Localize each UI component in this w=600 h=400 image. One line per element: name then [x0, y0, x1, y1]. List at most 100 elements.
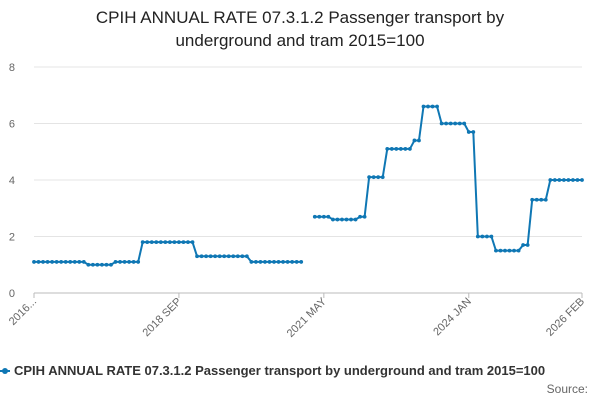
- data-point[interactable]: [249, 260, 254, 264]
- data-point[interactable]: [54, 260, 59, 264]
- data-point[interactable]: [276, 260, 281, 264]
- data-point[interactable]: [466, 130, 471, 134]
- data-point[interactable]: [104, 262, 109, 267]
- data-point[interactable]: [321, 214, 326, 219]
- data-point[interactable]: [353, 217, 358, 222]
- data-point[interactable]: [140, 240, 145, 245]
- data-point[interactable]: [521, 243, 526, 247]
- data-point[interactable]: [444, 121, 449, 126]
- data-point[interactable]: [362, 214, 367, 219]
- data-point[interactable]: [235, 254, 240, 259]
- data-point[interactable]: [475, 234, 480, 239]
- data-point[interactable]: [290, 260, 295, 264]
- data-point[interactable]: [566, 178, 571, 182]
- data-point[interactable]: [439, 121, 444, 126]
- data-point[interactable]: [389, 147, 394, 151]
- data-point[interactable]: [122, 260, 127, 264]
- data-point[interactable]: [86, 262, 91, 267]
- data-point[interactable]: [462, 121, 467, 126]
- data-point[interactable]: [331, 217, 335, 222]
- data-point[interactable]: [403, 147, 408, 151]
- data-point[interactable]: [299, 260, 304, 264]
- data-point[interactable]: [340, 217, 344, 222]
- data-point[interactable]: [349, 217, 353, 222]
- data-point[interactable]: [575, 178, 580, 182]
- data-point[interactable]: [294, 260, 299, 264]
- data-point[interactable]: [371, 175, 376, 180]
- data-point[interactable]: [571, 178, 575, 182]
- data-point[interactable]: [68, 260, 73, 264]
- data-point[interactable]: [36, 260, 41, 264]
- data-point[interactable]: [530, 197, 535, 202]
- data-point[interactable]: [181, 240, 186, 245]
- data-point[interactable]: [45, 260, 50, 264]
- data-point[interactable]: [507, 248, 512, 253]
- data-point[interactable]: [149, 240, 154, 245]
- data-point[interactable]: [72, 260, 77, 264]
- data-point[interactable]: [163, 240, 168, 245]
- data-point[interactable]: [154, 240, 159, 245]
- data-point[interactable]: [484, 234, 489, 239]
- data-point[interactable]: [398, 147, 403, 151]
- data-point[interactable]: [580, 178, 584, 182]
- data-point[interactable]: [512, 248, 516, 253]
- data-point[interactable]: [50, 260, 55, 264]
- data-point[interactable]: [421, 104, 426, 109]
- data-point[interactable]: [471, 130, 476, 134]
- data-point[interactable]: [186, 240, 190, 245]
- data-point[interactable]: [489, 234, 494, 239]
- data-point[interactable]: [113, 260, 118, 264]
- data-point[interactable]: [561, 178, 566, 182]
- data-point[interactable]: [254, 260, 258, 264]
- data-point[interactable]: [552, 178, 557, 182]
- data-point[interactable]: [543, 197, 548, 202]
- data-point[interactable]: [244, 254, 249, 259]
- data-point[interactable]: [95, 262, 100, 267]
- data-point[interactable]: [258, 260, 263, 264]
- data-point[interactable]: [367, 175, 372, 180]
- data-point[interactable]: [385, 147, 390, 151]
- data-point[interactable]: [145, 240, 150, 245]
- data-point[interactable]: [100, 262, 104, 267]
- data-point[interactable]: [394, 147, 399, 151]
- data-point[interactable]: [231, 254, 236, 259]
- data-point[interactable]: [127, 260, 132, 264]
- data-point[interactable]: [109, 262, 113, 267]
- data-point[interactable]: [195, 254, 199, 259]
- data-point[interactable]: [177, 240, 181, 245]
- data-point[interactable]: [63, 260, 68, 264]
- data-point[interactable]: [317, 214, 322, 219]
- data-point[interactable]: [412, 138, 417, 143]
- data-point[interactable]: [118, 260, 122, 264]
- data-point[interactable]: [32, 260, 36, 264]
- data-point[interactable]: [426, 104, 430, 109]
- data-point[interactable]: [408, 147, 412, 151]
- data-point[interactable]: [335, 217, 340, 222]
- data-point[interactable]: [285, 260, 290, 264]
- data-point[interactable]: [557, 178, 562, 182]
- data-point[interactable]: [539, 197, 544, 202]
- data-point[interactable]: [457, 121, 462, 126]
- data-point[interactable]: [136, 260, 141, 264]
- data-point[interactable]: [81, 260, 86, 264]
- data-point[interactable]: [77, 260, 82, 264]
- data-point[interactable]: [267, 260, 272, 264]
- data-point[interactable]: [167, 240, 172, 245]
- data-point[interactable]: [208, 254, 213, 259]
- data-point[interactable]: [534, 197, 539, 202]
- data-point[interactable]: [226, 254, 231, 259]
- data-point[interactable]: [448, 121, 453, 126]
- data-point[interactable]: [376, 175, 381, 180]
- data-point[interactable]: [222, 254, 227, 259]
- data-point[interactable]: [430, 104, 435, 109]
- data-point[interactable]: [480, 234, 485, 239]
- data-point[interactable]: [172, 240, 177, 245]
- data-point[interactable]: [213, 254, 218, 259]
- data-point[interactable]: [525, 243, 530, 247]
- data-point[interactable]: [548, 178, 553, 182]
- data-point[interactable]: [131, 260, 136, 264]
- data-point[interactable]: [263, 260, 267, 264]
- data-point[interactable]: [380, 175, 385, 180]
- data-point[interactable]: [312, 214, 317, 219]
- data-point[interactable]: [453, 121, 458, 126]
